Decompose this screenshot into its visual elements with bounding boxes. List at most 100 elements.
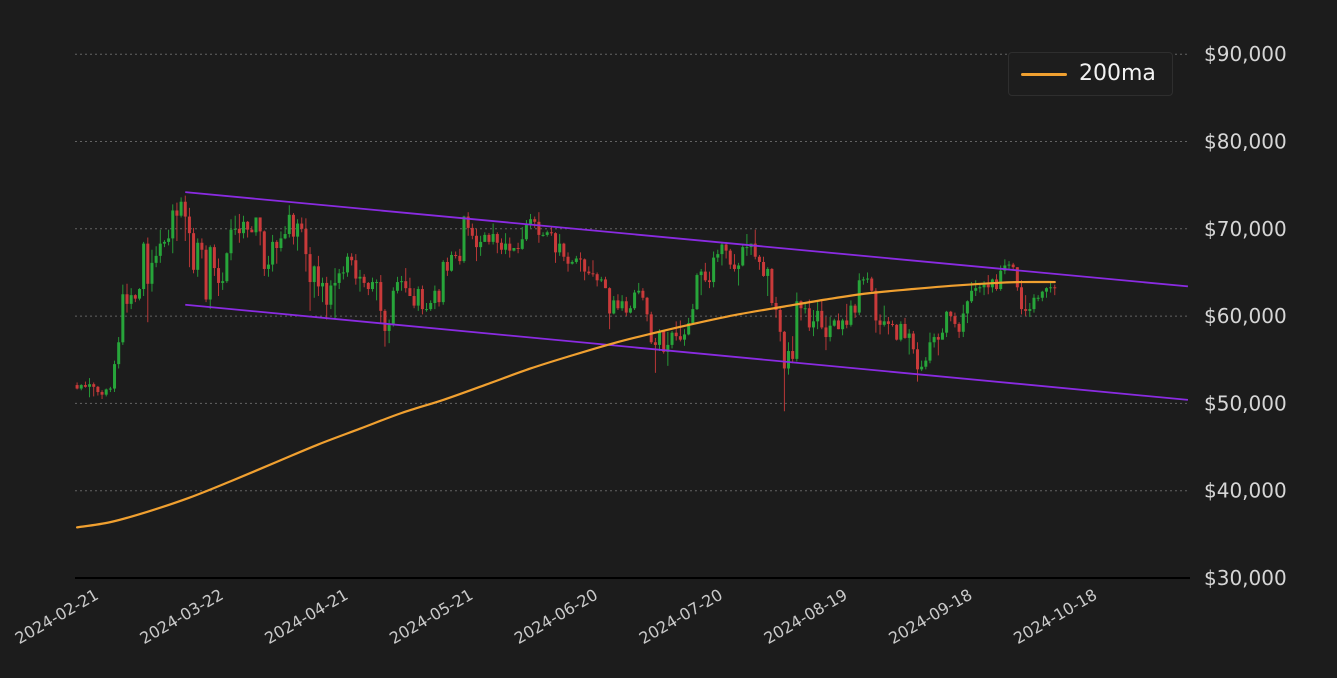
candle-body xyxy=(283,234,287,239)
candle-body xyxy=(241,221,245,234)
candle-body xyxy=(520,239,524,249)
candle-body xyxy=(1015,267,1019,288)
candle-body xyxy=(953,316,957,324)
candle-body xyxy=(158,243,162,256)
candle-body xyxy=(787,351,791,369)
candle-body xyxy=(999,270,1003,290)
candle-body xyxy=(296,223,300,237)
candle-body xyxy=(175,210,179,216)
candle-body xyxy=(757,256,761,262)
candle-body xyxy=(587,271,591,274)
candle-body xyxy=(978,287,982,289)
candle-body xyxy=(441,261,445,303)
candle-body xyxy=(574,258,578,262)
candle-body xyxy=(616,300,620,309)
candle-body xyxy=(346,256,350,273)
candle-body xyxy=(341,272,345,274)
candle-body xyxy=(807,308,811,328)
candle-body xyxy=(366,282,370,290)
candle-body xyxy=(995,279,999,290)
y-tick-label: $40,000 xyxy=(1204,479,1287,503)
candle-body xyxy=(400,281,404,283)
candle-body xyxy=(458,255,462,262)
candle-body xyxy=(208,247,212,300)
x-tick-label: 2024-09-18 xyxy=(885,585,975,648)
candle-body xyxy=(595,274,599,281)
candle-body xyxy=(379,282,383,311)
candle-body xyxy=(1007,264,1011,266)
candle-body xyxy=(487,234,491,242)
candle-body xyxy=(192,233,196,270)
candle-body xyxy=(88,384,92,387)
candle-body xyxy=(454,254,458,256)
candle-body xyxy=(387,323,391,331)
candle-body xyxy=(229,229,233,254)
candle-body xyxy=(666,344,670,352)
candle-body xyxy=(591,273,595,275)
candle-body xyxy=(965,301,969,314)
candle-body xyxy=(737,265,741,269)
candle-body xyxy=(121,294,125,343)
candle-body xyxy=(92,384,96,387)
candle-body xyxy=(836,320,840,330)
candle-body xyxy=(691,309,695,324)
candle-body xyxy=(932,337,936,343)
candle-body xyxy=(1053,287,1057,289)
candle-body xyxy=(741,247,745,266)
candle-body xyxy=(200,242,204,250)
candle-body xyxy=(695,275,699,310)
ma-legend-label: 200ma xyxy=(1079,61,1156,86)
candle-body xyxy=(1032,297,1036,310)
x-tick-label: 2024-04-21 xyxy=(261,585,351,648)
candle-body xyxy=(608,288,612,314)
x-tick-label: 2024-05-21 xyxy=(386,585,476,648)
candle-body xyxy=(578,258,582,260)
candle-body xyxy=(628,308,632,313)
candle-body xyxy=(133,295,137,299)
candle-body xyxy=(683,334,687,340)
candle-body xyxy=(915,349,919,370)
candle-body xyxy=(1040,291,1044,298)
candle-body xyxy=(707,280,711,283)
candle-body xyxy=(928,342,932,361)
candle-body xyxy=(329,285,333,305)
candle-body xyxy=(187,216,191,234)
candle-body xyxy=(470,227,474,236)
candle-body xyxy=(483,234,487,242)
candle-body xyxy=(745,247,749,249)
candle-body xyxy=(179,201,183,216)
candle-body xyxy=(712,257,716,283)
candle-body xyxy=(246,221,250,230)
candle-body xyxy=(603,279,607,289)
candle-body xyxy=(599,279,603,281)
candle-body xyxy=(325,282,329,305)
candle-body xyxy=(620,301,624,309)
candle-body xyxy=(83,385,87,387)
candle-body xyxy=(1011,264,1015,268)
candle-body xyxy=(853,305,857,313)
candle-body xyxy=(516,248,520,249)
candle-body xyxy=(262,231,266,269)
candle-body xyxy=(753,243,757,257)
candle-body xyxy=(1036,297,1040,299)
candle-body xyxy=(491,234,495,242)
candle-body xyxy=(1044,288,1048,292)
candle-body xyxy=(221,281,225,283)
y-tick-label: $90,000 xyxy=(1204,42,1287,66)
candle-body xyxy=(645,297,649,315)
ma-legend-swatch-icon xyxy=(1021,72,1067,76)
candle-body xyxy=(429,303,433,310)
candle-body xyxy=(104,389,108,395)
candle-body xyxy=(895,324,899,340)
candle-body xyxy=(125,294,129,304)
candle-body xyxy=(437,290,441,303)
candle-body xyxy=(154,255,158,263)
candle-body xyxy=(254,217,258,233)
candle-body xyxy=(566,256,570,264)
x-tick-label: 2024-03-22 xyxy=(137,585,227,648)
candle-body xyxy=(162,241,166,244)
candle-body xyxy=(462,216,466,262)
candle-body xyxy=(275,241,279,248)
candle-body xyxy=(100,392,104,395)
